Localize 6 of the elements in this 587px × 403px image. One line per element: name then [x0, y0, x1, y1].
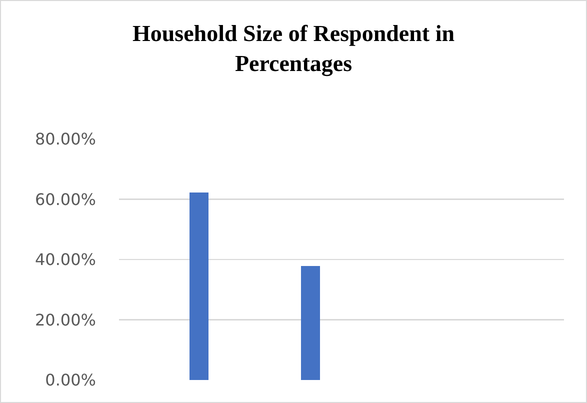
chart-title: Household Size of Respondent in Percentages: [132, 21, 455, 77]
y-tick-label: 80.00%: [34, 130, 96, 149]
y-tick-label: 0.00%: [45, 370, 96, 390]
y-tick-label: 60.00%: [34, 190, 96, 209]
y-tick-label: 20.00%: [34, 310, 96, 330]
y-tick-label: 40.00%: [34, 250, 96, 270]
